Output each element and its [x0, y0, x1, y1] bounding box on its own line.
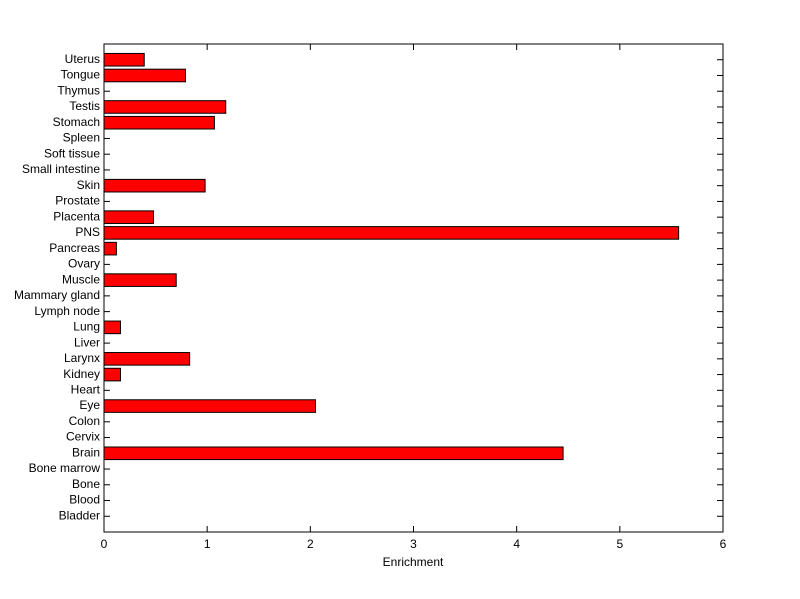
bar: [103, 241, 117, 256]
y-tick-label: Stomach: [53, 115, 100, 129]
bar: [103, 399, 316, 413]
y-tick-label: Lymph node: [34, 304, 100, 318]
y-tick-label: Cervix: [66, 430, 100, 444]
plot-frame: [103, 43, 724, 533]
y-tick-label: Colon: [69, 414, 100, 428]
bar: [103, 115, 215, 130]
y-tick-label: Larynx: [64, 351, 100, 365]
bar: [103, 226, 680, 240]
y-tick-label: Uterus: [65, 52, 100, 66]
y-tick-label: Eye: [79, 398, 100, 412]
bar: [103, 367, 122, 382]
y-tick-label: Placenta: [53, 209, 100, 223]
bar: [103, 100, 227, 114]
y-tick-label: Skin: [77, 178, 100, 192]
y-tick-label: Bone: [72, 477, 100, 491]
y-tick-label: PNS: [75, 225, 100, 239]
y-tick-label: Heart: [71, 382, 101, 396]
x-tick-label: 5: [616, 537, 623, 551]
y-tick-label: Spleen: [63, 131, 100, 145]
y-tick-label: Soft tissue: [44, 146, 100, 160]
y-tick-label: Small intestine: [22, 162, 100, 176]
y-tick-label: Bladder: [59, 508, 100, 522]
y-tick-label: Bone marrow: [29, 461, 101, 475]
x-axis-label: Enrichment: [383, 555, 444, 569]
x-tick-label: 3: [410, 537, 417, 551]
bar: [103, 178, 206, 193]
y-tick-label: Brain: [72, 445, 100, 459]
x-tick-label: 4: [513, 537, 520, 551]
bar: [103, 210, 155, 224]
y-tick-label: Ovary: [68, 257, 100, 271]
bar: [103, 52, 145, 67]
bar: [103, 446, 564, 461]
y-tick-label: Pancreas: [49, 241, 100, 255]
bar: [103, 273, 177, 287]
x-tick-label: 6: [720, 537, 727, 551]
x-tick-label: 1: [204, 537, 211, 551]
x-tick-label: 0: [101, 537, 108, 551]
bar: [103, 68, 187, 83]
y-tick-label: Tongue: [61, 68, 101, 82]
y-tick-label: Muscle: [62, 272, 100, 286]
bar: [103, 352, 191, 366]
bar: [103, 320, 122, 335]
y-tick-label: Prostate: [55, 194, 100, 208]
y-tick-label: Testis: [69, 99, 100, 113]
y-tick-label: Blood: [69, 493, 100, 507]
x-tick-label: 2: [307, 537, 314, 551]
y-tick-label: Thymus: [57, 83, 100, 97]
y-tick-label: Liver: [74, 335, 100, 349]
y-tick-label: Lung: [73, 320, 100, 334]
y-tick-label: Mammary gland: [14, 288, 100, 302]
y-tick-label: Kidney: [63, 367, 100, 381]
